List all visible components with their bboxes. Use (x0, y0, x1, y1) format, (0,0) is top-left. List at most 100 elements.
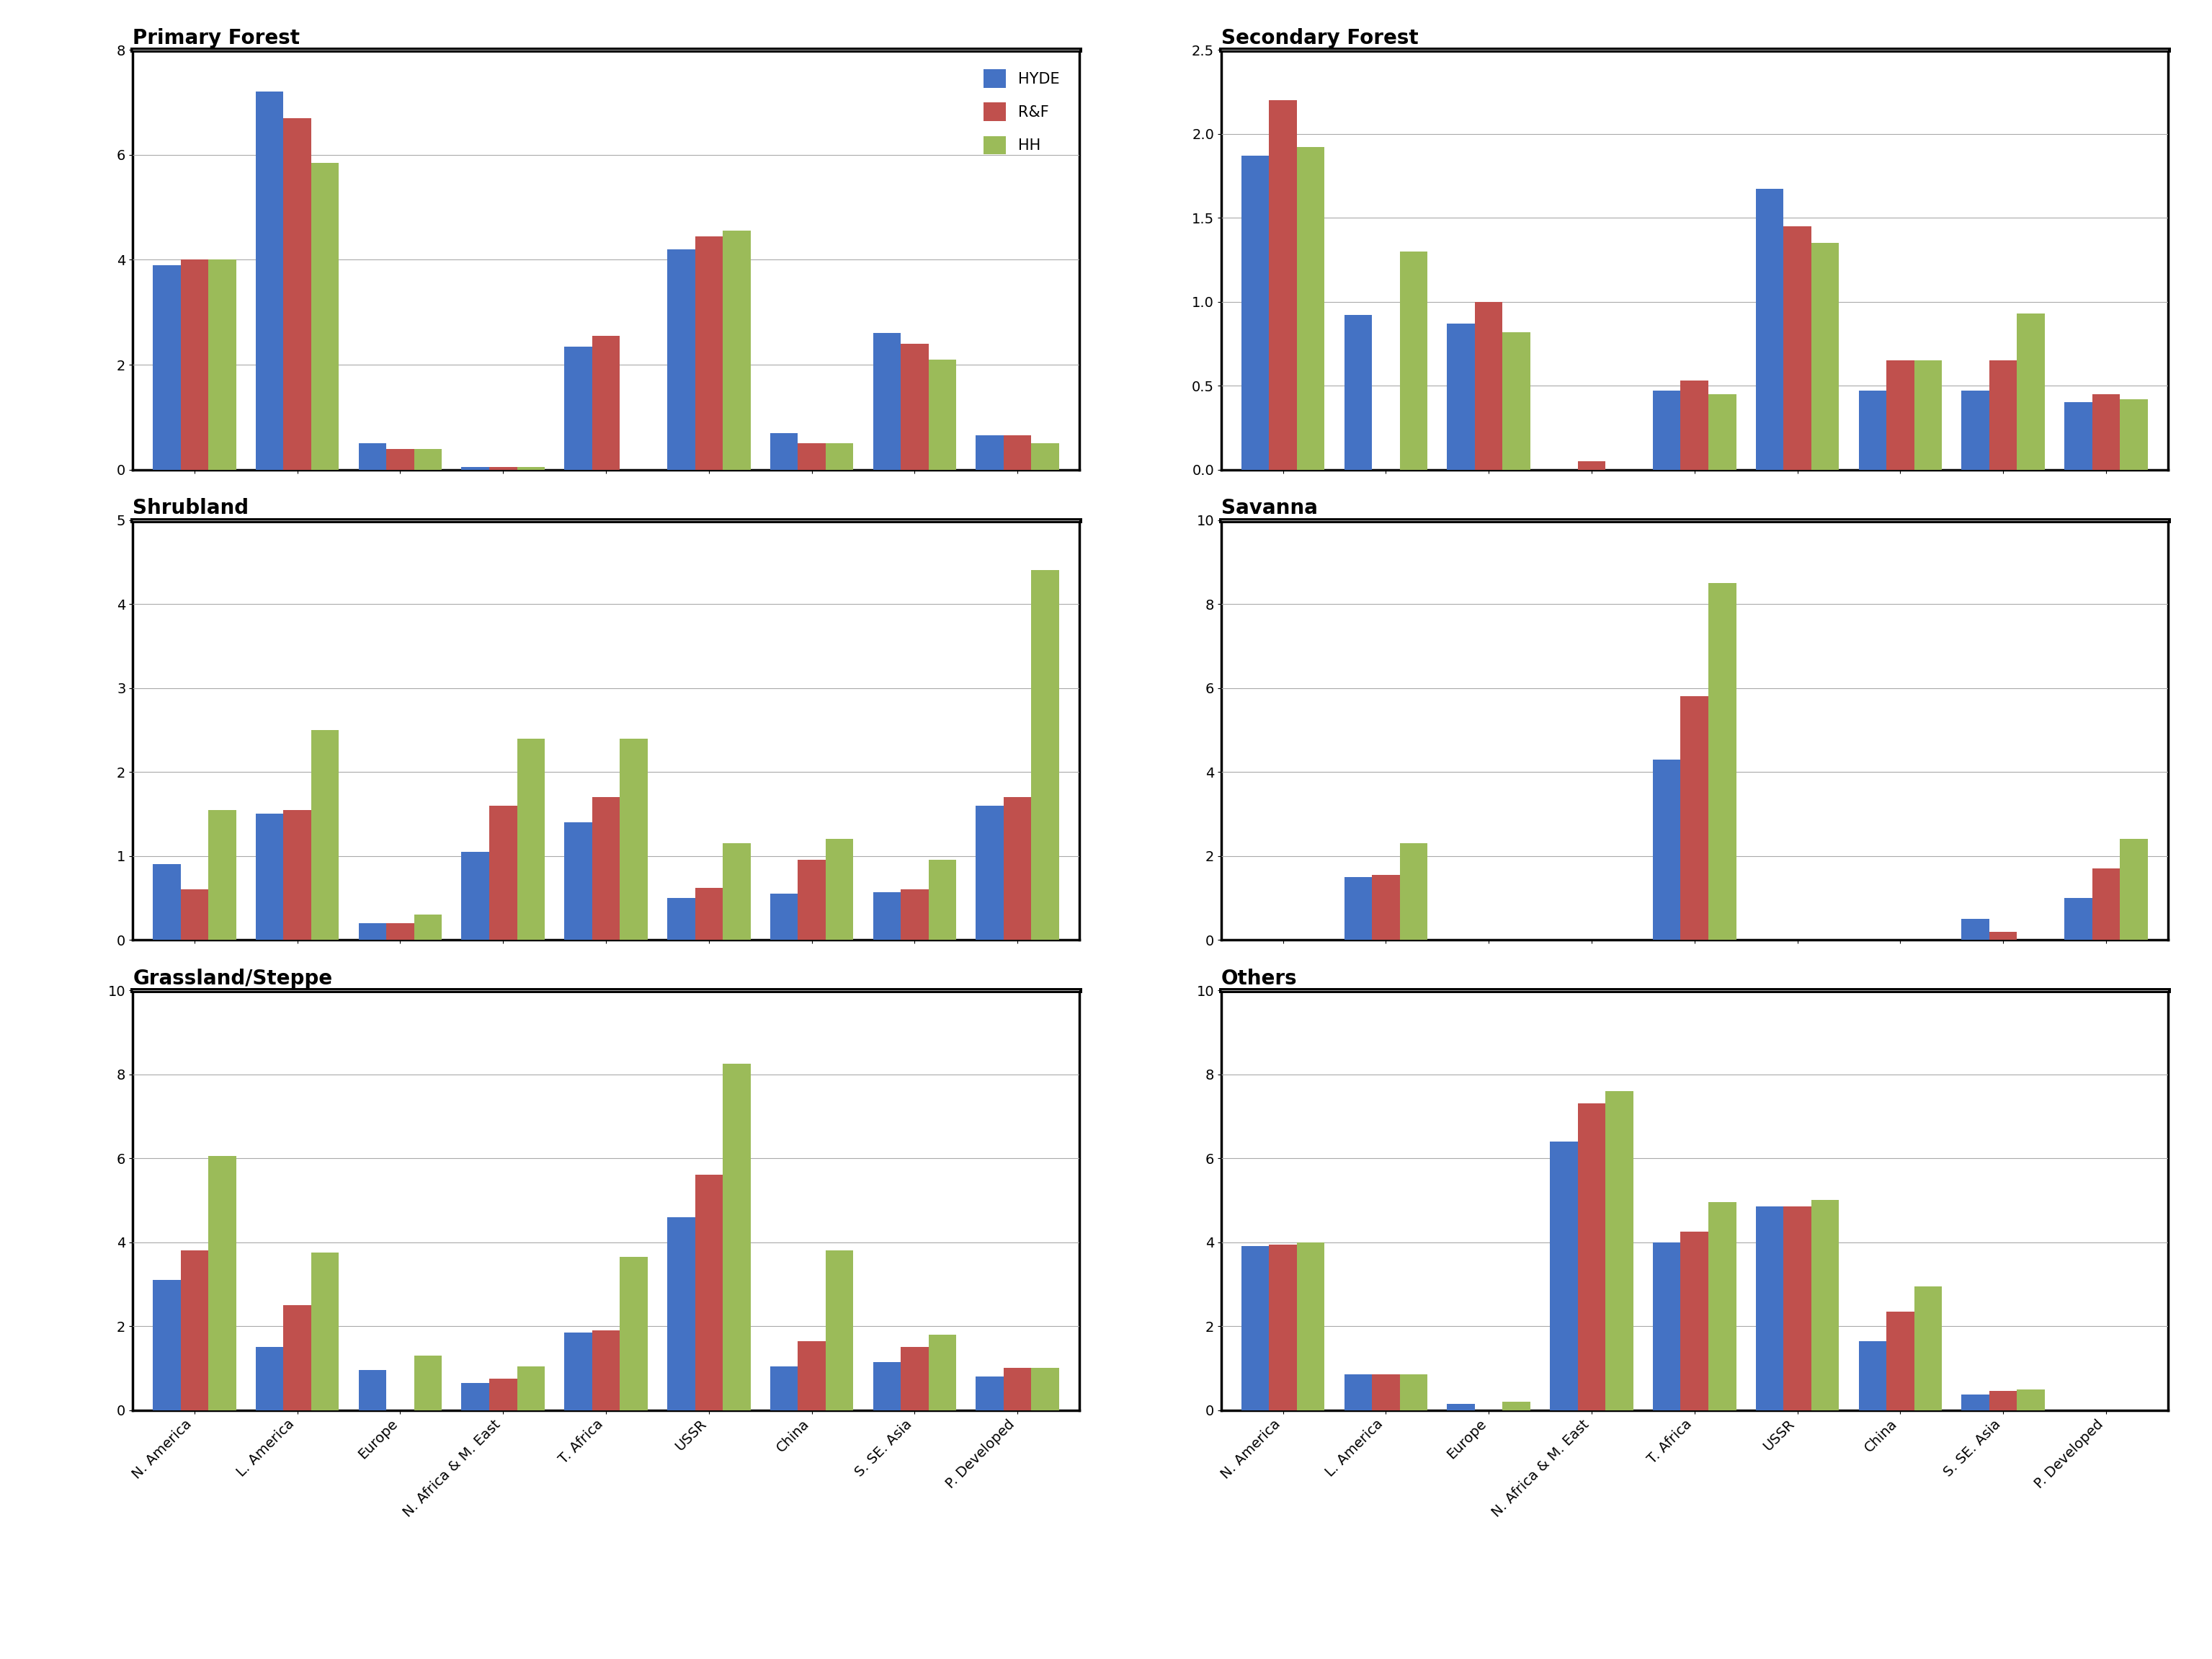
Bar (1989, 360, 2017, 469)
Bar (257, 815, 283, 941)
Bar (825, 1251, 854, 1410)
Bar (462, 851, 489, 941)
Bar (564, 347, 593, 469)
Bar (257, 91, 283, 469)
Bar (723, 231, 750, 469)
Bar (358, 1370, 387, 1410)
Bar (668, 1218, 695, 1410)
Legend: HYDE, R&F, HH: HYDE, R&F, HH (971, 58, 1073, 166)
Bar (462, 468, 489, 469)
Text: Secondary Forest: Secondary Forest (1221, 28, 1418, 48)
Bar (283, 118, 312, 469)
Bar (564, 1332, 593, 1410)
Bar (489, 806, 518, 941)
Bar (208, 810, 237, 941)
Bar (2093, 869, 2119, 941)
Bar (1783, 1206, 1812, 1410)
Bar (1887, 360, 1913, 469)
Bar (2017, 1389, 2044, 1410)
Bar (1708, 582, 1736, 941)
Bar (2119, 400, 2148, 469)
Bar (1345, 315, 1371, 469)
Text: Primary Forest: Primary Forest (133, 28, 301, 48)
Bar (1551, 1141, 1577, 1410)
Bar (1004, 436, 1031, 469)
Bar (414, 1355, 442, 1410)
Bar (929, 859, 956, 941)
Bar (387, 448, 414, 469)
Bar (770, 894, 799, 941)
Bar (1371, 874, 1400, 941)
Bar (312, 730, 338, 941)
Bar (1031, 571, 1060, 941)
Bar (1031, 443, 1060, 469)
Bar (695, 1175, 723, 1410)
Bar (1887, 1312, 1913, 1410)
Bar (283, 810, 312, 941)
Bar (1345, 878, 1371, 941)
Bar (1681, 1231, 1708, 1410)
Text: Grassland/Steppe: Grassland/Steppe (133, 969, 332, 989)
Bar (1004, 796, 1031, 941)
Bar (1858, 392, 1887, 469)
Bar (1652, 392, 1681, 469)
Bar (414, 448, 442, 469)
Bar (1270, 100, 1296, 469)
Bar (1962, 919, 1989, 941)
Bar (1345, 1374, 1371, 1410)
Bar (1400, 1374, 1427, 1410)
Bar (1577, 1103, 1606, 1410)
Bar (181, 889, 208, 941)
Bar (518, 738, 544, 941)
Bar (1606, 1092, 1632, 1410)
Bar (1812, 1199, 1838, 1410)
Bar (462, 1384, 489, 1410)
Bar (358, 922, 387, 941)
Bar (770, 433, 799, 469)
Bar (1858, 1340, 1887, 1410)
Bar (799, 443, 825, 469)
Bar (1371, 1374, 1400, 1410)
Bar (2064, 898, 2093, 941)
Bar (283, 1306, 312, 1410)
Bar (619, 1258, 648, 1410)
Bar (770, 1365, 799, 1410)
Bar (619, 738, 648, 941)
Bar (1031, 1369, 1060, 1410)
Bar (312, 163, 338, 469)
Bar (900, 1347, 929, 1410)
Bar (1577, 461, 1606, 469)
Bar (1989, 931, 2017, 941)
Bar (518, 1365, 544, 1410)
Bar (1241, 1246, 1270, 1410)
Bar (1756, 1206, 1783, 1410)
Bar (695, 888, 723, 941)
Bar (825, 443, 854, 469)
Bar (1502, 1402, 1531, 1410)
Bar (593, 335, 619, 469)
Bar (1296, 1243, 1325, 1410)
Bar (1400, 843, 1427, 941)
Bar (489, 468, 518, 469)
Bar (181, 260, 208, 469)
Bar (1447, 324, 1475, 469)
Bar (668, 249, 695, 469)
Bar (414, 914, 442, 941)
Bar (1652, 1243, 1681, 1410)
Bar (723, 1063, 750, 1410)
Bar (208, 1156, 237, 1410)
Bar (1296, 148, 1325, 469)
Bar (489, 1379, 518, 1410)
Bar (929, 1334, 956, 1410)
Bar (257, 1347, 283, 1410)
Bar (799, 1340, 825, 1410)
Bar (975, 436, 1004, 469)
Bar (929, 360, 956, 469)
Bar (799, 859, 825, 941)
Text: Savanna: Savanna (1221, 498, 1318, 518)
Bar (1400, 251, 1427, 469)
Bar (1913, 360, 1942, 469)
Bar (208, 260, 237, 469)
Bar (825, 839, 854, 941)
Bar (1447, 1404, 1475, 1410)
